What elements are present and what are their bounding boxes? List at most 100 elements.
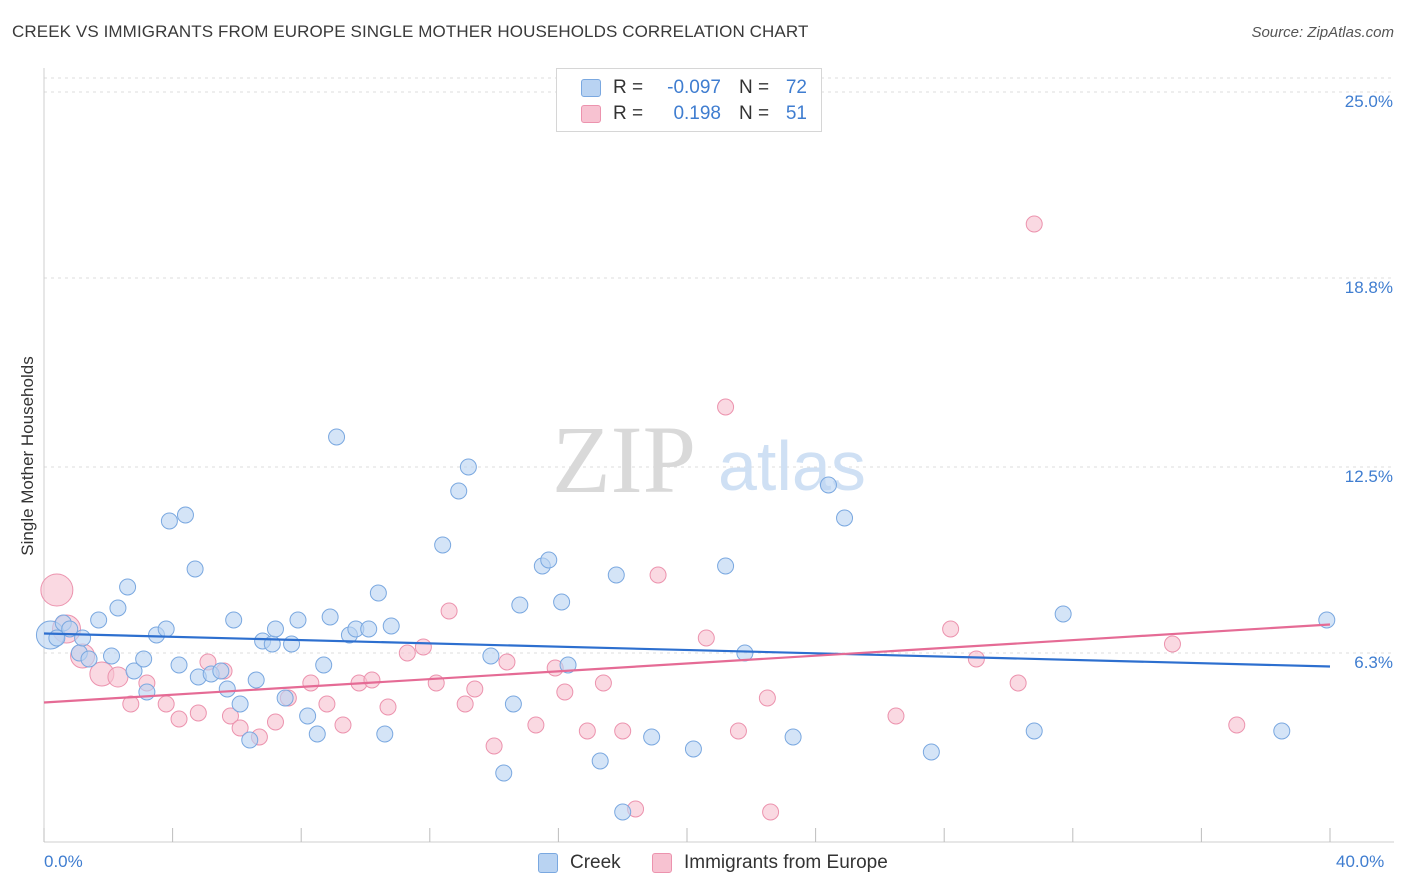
- n-value: 72: [785, 77, 807, 98]
- legend-label-europe: Immigrants from Europe: [684, 852, 888, 873]
- europe-point: [122, 695, 140, 713]
- europe-point: [318, 695, 336, 713]
- creek-point: [922, 743, 940, 761]
- creek-point: [119, 578, 137, 596]
- creek-point: [289, 611, 307, 629]
- creek-point: [1025, 722, 1043, 740]
- europe-point: [649, 566, 667, 584]
- legend-item-europe[interactable]: Immigrants from Europe: [652, 852, 888, 874]
- creek-point: [103, 647, 121, 665]
- europe-trend-line: [43, 623, 1331, 704]
- series-legend: Creek Immigrants from Europe: [0, 852, 1406, 876]
- creek-point: [559, 656, 577, 674]
- creek-point: [170, 656, 188, 674]
- creek-point: [376, 725, 394, 743]
- creek-point: [836, 509, 854, 527]
- legend-item-creek[interactable]: Creek: [538, 852, 621, 874]
- europe-point: [594, 674, 612, 692]
- y-tick-label: 25.0%: [1345, 92, 1393, 111]
- creek-point: [321, 608, 339, 626]
- europe-point: [379, 698, 397, 716]
- watermark-atlas: atlas: [718, 427, 866, 505]
- creek-point: [74, 629, 92, 647]
- europe-point: [729, 722, 747, 740]
- creek-point: [308, 725, 326, 743]
- europe-point: [40, 573, 74, 607]
- creek-point: [369, 584, 387, 602]
- n-label: N =: [739, 103, 770, 124]
- europe-swatch: [581, 105, 601, 123]
- europe-point: [302, 674, 320, 692]
- europe-point: [440, 602, 458, 620]
- creek-point: [511, 596, 529, 614]
- europe-point: [498, 653, 516, 671]
- legend-row-creek: R = -0.097 N = 72: [581, 76, 807, 100]
- creek-point: [1054, 605, 1072, 623]
- creek-point: [614, 803, 632, 821]
- creek-point: [247, 671, 265, 689]
- creek-point: [109, 599, 127, 617]
- europe-point: [697, 629, 715, 647]
- r-label: R =: [613, 103, 644, 124]
- europe-point: [456, 695, 474, 713]
- europe-point: [107, 666, 129, 688]
- europe-point: [231, 719, 249, 737]
- creek-point: [157, 620, 175, 638]
- europe-point: [614, 722, 632, 740]
- europe-points: [40, 215, 1246, 821]
- n-label: N =: [739, 77, 770, 98]
- creek-point: [459, 458, 477, 476]
- correlation-legend: R = -0.097 N = 72 R = 0.198 N = 51: [556, 68, 822, 132]
- creek-point: [434, 536, 452, 554]
- europe-point: [466, 680, 484, 698]
- europe-point: [1025, 215, 1043, 233]
- europe-point: [398, 644, 416, 662]
- creek-point: [819, 476, 837, 494]
- creek-point: [299, 707, 317, 725]
- creek-point: [450, 482, 468, 500]
- europe-swatch: [652, 853, 672, 873]
- watermark-zip: ZIP: [552, 406, 696, 513]
- creek-point: [495, 764, 513, 782]
- creek-point: [225, 611, 243, 629]
- creek-point: [276, 689, 294, 707]
- europe-point: [157, 695, 175, 713]
- creek-point: [328, 428, 346, 446]
- europe-point: [363, 671, 381, 689]
- creek-point: [607, 566, 625, 584]
- europe-point: [758, 689, 776, 707]
- europe-point: [189, 704, 207, 722]
- creek-point: [212, 662, 230, 680]
- creek-point: [135, 650, 153, 668]
- creek-point: [231, 695, 249, 713]
- creek-point: [80, 650, 98, 668]
- creek-point: [540, 551, 558, 569]
- y-tick-labels: 6.3% 12.5% 18.8% 25.0%: [1345, 92, 1393, 672]
- europe-point: [170, 710, 188, 728]
- creek-points: [35, 428, 1336, 821]
- creek-point: [643, 728, 661, 746]
- creek-point: [90, 611, 108, 629]
- creek-trend-line: [43, 632, 1331, 668]
- europe-point: [414, 638, 432, 656]
- europe-point: [556, 683, 574, 701]
- creek-point: [283, 635, 301, 653]
- europe-point: [485, 737, 503, 755]
- creek-point: [160, 512, 178, 530]
- creek-point: [504, 695, 522, 713]
- creek-swatch: [581, 79, 601, 97]
- creek-point: [125, 662, 143, 680]
- creek-point: [591, 752, 609, 770]
- creek-swatch: [538, 853, 558, 873]
- x-tick-label-min: 0.0%: [44, 852, 83, 871]
- europe-point: [1228, 716, 1246, 734]
- x-tick-label-max: 40.0%: [1336, 852, 1385, 871]
- creek-point: [784, 728, 802, 746]
- legend-row-europe: R = 0.198 N = 51: [581, 102, 807, 126]
- creek-point: [176, 506, 194, 524]
- europe-point: [717, 398, 735, 416]
- y-tick-label: 6.3%: [1354, 653, 1393, 672]
- creek-point: [1273, 722, 1291, 740]
- r-value: -0.097: [667, 77, 721, 98]
